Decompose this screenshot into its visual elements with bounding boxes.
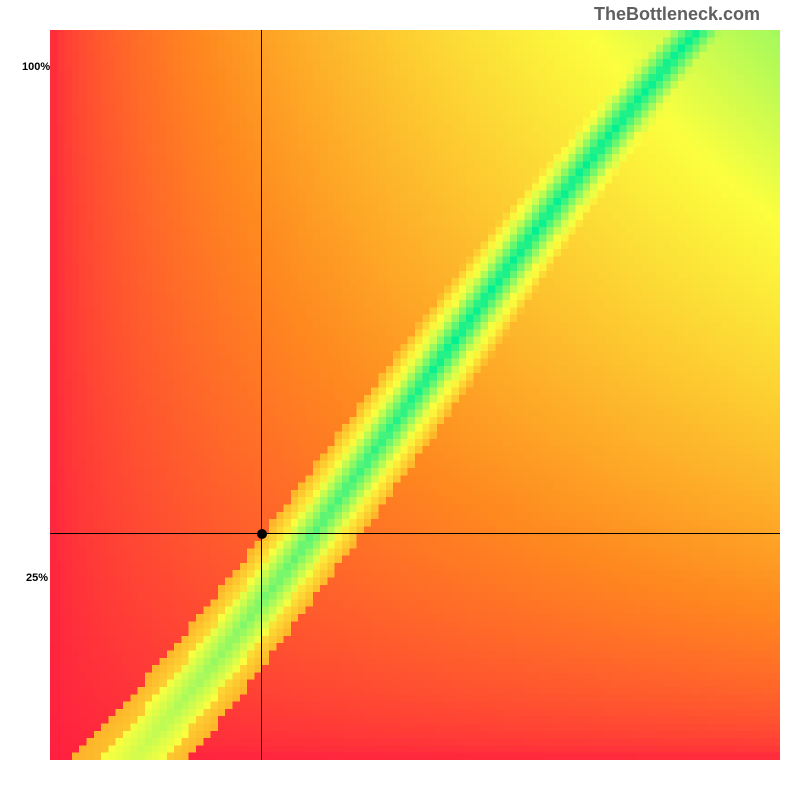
- crosshair-vertical: [261, 30, 262, 760]
- heatmap-canvas: [50, 30, 780, 760]
- crosshair-horizontal: [50, 533, 780, 534]
- y-tick-100: 100%: [22, 61, 50, 73]
- plot-area: [50, 30, 780, 760]
- attribution-text: TheBottleneck.com: [594, 4, 760, 25]
- crosshair-marker: [257, 529, 267, 539]
- chart-container: 100% 25%: [30, 30, 780, 780]
- y-tick-25: 25%: [26, 572, 48, 584]
